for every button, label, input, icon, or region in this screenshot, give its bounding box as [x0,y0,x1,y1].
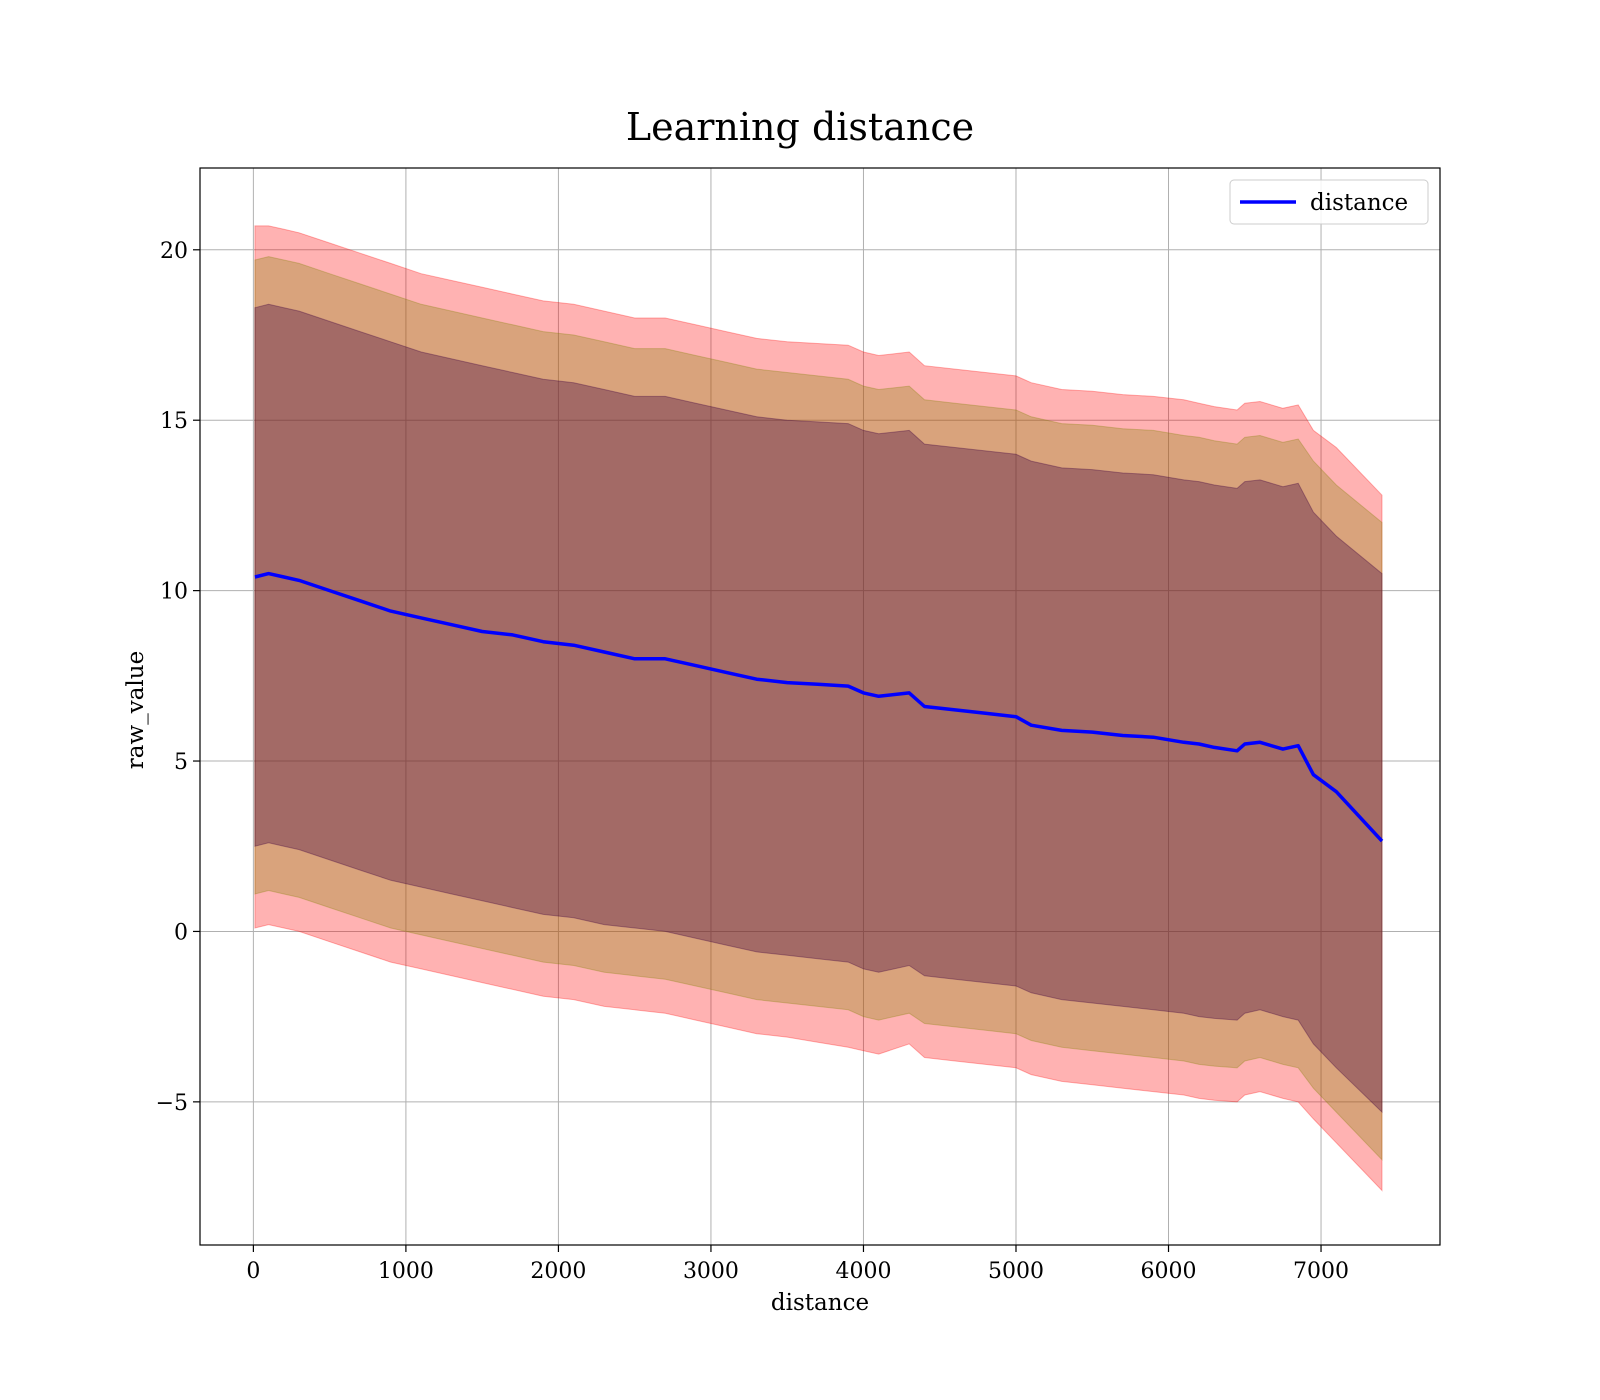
bands [254,225,1383,1192]
confidence-band-1 [254,225,1383,1192]
x-tick-label: 3000 [683,1259,739,1284]
x-tick-label: 4000 [835,1259,891,1284]
y-axis-label: raw_value [123,651,149,769]
x-axis-label: distance [771,1290,869,1316]
x-tick-label: 5000 [988,1259,1044,1284]
x-tick-label: 1000 [378,1259,434,1284]
lines [254,571,1384,843]
confidence-band-2 [254,256,1383,1162]
grid [200,168,1440,1245]
confidence-band-3 [254,303,1383,1114]
plot-frame [199,167,1441,1246]
chart-title: Learning distance [626,105,974,149]
x-tick-label: 0 [246,1259,260,1284]
legend-label: distance [1310,190,1408,216]
legend-box [1229,179,1429,225]
series-line-1 [254,571,1384,843]
y-tick-label: 0 [174,920,188,945]
legend: distance [1229,179,1429,225]
x-tick-label: 6000 [1141,1259,1197,1284]
y-tick-label: 5 [174,750,188,775]
y-tick-label: 15 [160,409,188,434]
x-tick-label: 2000 [530,1259,586,1284]
axes: 0 1000 2000 3000 4000 5000 6000 7000 −5 0 5 10 15 20 [156,167,1441,1284]
y-tick-label: −5 [156,1091,188,1116]
x-tick-label: 7000 [1293,1259,1349,1284]
y-tick-label: 20 [160,239,188,264]
y-tick-label: 10 [160,580,188,605]
